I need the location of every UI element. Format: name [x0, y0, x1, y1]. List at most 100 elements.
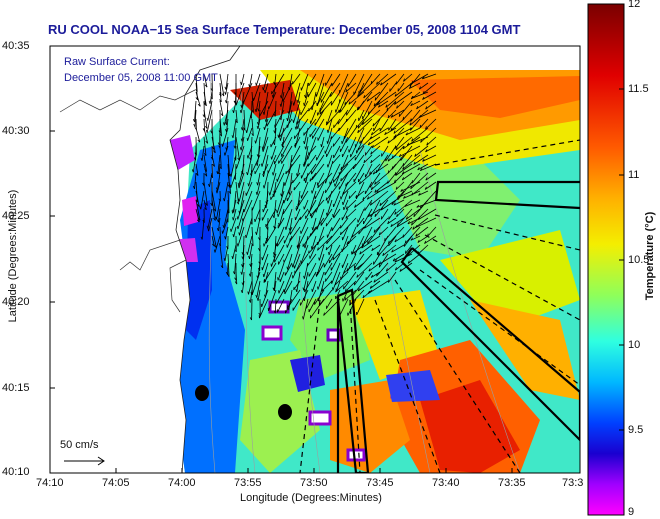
current-vector: [292, 298, 301, 311]
current-vector: [387, 136, 397, 144]
current-vector: [274, 244, 285, 263]
current-vector: [251, 226, 254, 246]
current-vector: [402, 154, 413, 167]
current-vector-head: [197, 139, 201, 143]
current-vector-head: [213, 150, 216, 154]
current-vector: [256, 280, 261, 298]
current-vector: [296, 199, 301, 211]
current-vector: [242, 199, 253, 222]
current-vector: [394, 82, 413, 97]
current-vector-head: [353, 267, 356, 271]
current-vector-head: [368, 268, 371, 272]
current-vector-head: [370, 159, 373, 164]
current-vector-head: [232, 233, 235, 238]
current-vector-head: [272, 172, 274, 176]
current-vector-head: [286, 117, 288, 122]
current-vector: [341, 208, 349, 221]
current-vector-head: [393, 202, 396, 206]
current-vector: [357, 82, 373, 97]
current-vector: [280, 100, 285, 121]
current-vector-head: [225, 128, 227, 133]
current-vector-head: [224, 86, 227, 90]
current-vector: [287, 100, 293, 121]
current-vector: [378, 100, 389, 108]
current-vector: [369, 163, 381, 175]
current-vector: [417, 208, 437, 220]
current-vector-head: [414, 225, 418, 228]
current-vector-head: [296, 121, 298, 125]
current-vector: [390, 118, 405, 131]
current-vector: [264, 82, 269, 94]
current-vector: [425, 172, 437, 181]
current-vector: [271, 73, 285, 95]
current-vector: [308, 145, 317, 155]
current-vector: [405, 127, 421, 136]
radar-lines: [299, 139, 580, 473]
current-vector: [328, 244, 341, 264]
current-vector: [250, 253, 253, 267]
current-vector-head: [356, 274, 359, 278]
current-vector-head: [296, 173, 298, 177]
current-vector: [333, 118, 341, 129]
current-vector-head: [257, 108, 260, 112]
current-vector-head: [340, 231, 342, 235]
current-vector-head: [416, 106, 419, 110]
current-vector-head: [256, 121, 259, 126]
current-vector-head: [345, 183, 347, 187]
current-vector-head: [405, 132, 408, 136]
current-vector: [306, 253, 317, 267]
current-vector: [304, 127, 309, 145]
current-vector: [326, 109, 333, 125]
current-vector: [368, 262, 381, 272]
current-vector: [375, 154, 389, 174]
current-vector-head: [405, 250, 407, 254]
current-vector-head: [200, 157, 203, 161]
current-vector: [218, 163, 221, 175]
current-vector: [386, 100, 397, 111]
current-vector: [286, 235, 293, 248]
current-vector: [277, 235, 285, 247]
current-vector-head: [370, 151, 373, 155]
current-vector: [219, 226, 221, 246]
current-vector-head: [197, 103, 201, 107]
current-vector: [416, 100, 429, 110]
current-vector: [422, 91, 437, 100]
current-vector: [394, 253, 413, 263]
current-vector: [251, 100, 253, 119]
current-vector: [346, 100, 357, 116]
current-vector-head: [286, 266, 288, 270]
current-vector: [242, 154, 245, 175]
current-vector-head: [231, 135, 234, 139]
current-vector-head: [239, 109, 242, 114]
current-vector-head: [273, 113, 276, 117]
current-vector: [359, 73, 373, 94]
current-vector-head: [391, 249, 394, 253]
current-vector-head: [311, 227, 314, 231]
current-vector-head: [411, 222, 413, 226]
current-vector-head: [369, 285, 372, 289]
current-vector: [226, 118, 229, 132]
current-vector: [292, 244, 301, 268]
ytick-label: 40:30: [2, 125, 30, 137]
current-vector: [300, 100, 309, 115]
current-vector-head: [281, 144, 284, 148]
current-vector-head: [240, 127, 243, 131]
current-vector-head: [366, 98, 369, 102]
current-vector: [325, 271, 333, 282]
current-vector-head: [422, 96, 425, 100]
current-vector: [248, 280, 253, 295]
current-vector-head: [210, 202, 213, 206]
current-vector: [224, 181, 229, 202]
current-vector: [282, 136, 285, 148]
current-vector-head: [358, 231, 360, 235]
current-vector-head: [359, 251, 362, 255]
current-vector: [311, 280, 317, 292]
current-vector-head: [422, 90, 425, 94]
current-vector: [422, 82, 437, 95]
y-ticks: [50, 45, 55, 474]
current-vector: [335, 100, 341, 113]
current-vector: [227, 154, 231, 177]
current-vector-head: [255, 191, 258, 195]
current-vector: [411, 172, 421, 184]
current-vector: [353, 253, 365, 269]
